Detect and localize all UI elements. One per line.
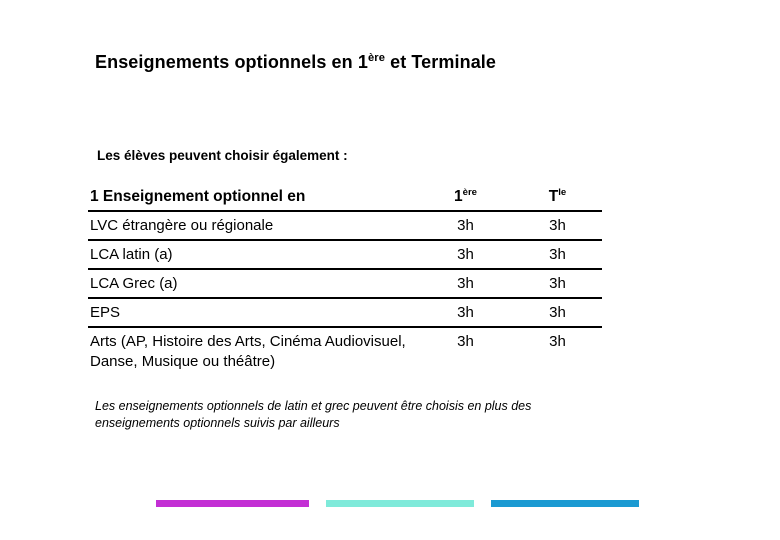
slide-title: Enseignements optionnels en 1ère et Term… — [95, 52, 496, 73]
table-header-row: 1 Enseignement optionnel en 1ère Tle — [88, 183, 602, 212]
table-row: Arts (AP, Histoire des Arts, Cinéma Audi… — [88, 327, 602, 375]
premiere-hours: 3h — [418, 269, 513, 299]
terminale-hours: 3h — [513, 269, 602, 299]
table-row: EPS 3h 3h — [88, 298, 602, 328]
table-row: LCA Grec (a) 3h 3h — [88, 269, 602, 299]
terminale-hours: 3h — [549, 333, 566, 350]
slide-title-pre: Enseignements optionnels en 1 — [95, 52, 368, 72]
header-course-column: 1 Enseignement optionnel en — [88, 183, 418, 212]
slide-title-superscript: ère — [367, 52, 386, 64]
course-label: LCA Grec (a) — [88, 269, 418, 299]
optional-courses-table: 1 Enseignement optionnel en 1ère Tle LVC… — [88, 183, 602, 375]
teal-decoration-bar — [326, 500, 474, 507]
course-label: EPS — [88, 298, 418, 328]
course-label: LCA latin (a) — [88, 240, 418, 270]
premiere-hours: 3h — [418, 211, 513, 241]
premiere-hours: 3h — [457, 333, 474, 350]
terminale-hours: 3h — [513, 298, 602, 328]
premiere-hours: 3h — [418, 240, 513, 270]
course-label: LVC étrangère ou régionale — [88, 211, 418, 241]
header-terminale-column: Tle — [513, 183, 602, 212]
slide-title-post: et Terminale — [385, 52, 497, 72]
intro-line: Les élèves peuvent choisir également : — [97, 148, 348, 163]
header-premiere-superscript: ère — [462, 186, 478, 198]
terminale-hours: 3h — [513, 211, 602, 241]
table-row: LVC étrangère ou régionale 3h 3h — [88, 211, 602, 241]
magenta-decoration-bar — [156, 500, 309, 507]
course-label: Arts (AP, Histoire des Arts, Cinéma Audi… — [90, 333, 406, 370]
header-premiere-column: 1ère — [418, 183, 513, 212]
footnote: Les enseignements optionnels de latin et… — [95, 399, 532, 430]
terminale-hours: 3h — [513, 240, 602, 270]
blue-decoration-bar — [491, 500, 639, 507]
header-terminale-superscript: le — [558, 186, 567, 198]
header-premiere-base: 1 — [453, 188, 463, 205]
table-row: LCA latin (a) 3h 3h — [88, 240, 602, 270]
premiere-hours: 3h — [418, 298, 513, 328]
header-terminale-base: T — [548, 188, 559, 205]
